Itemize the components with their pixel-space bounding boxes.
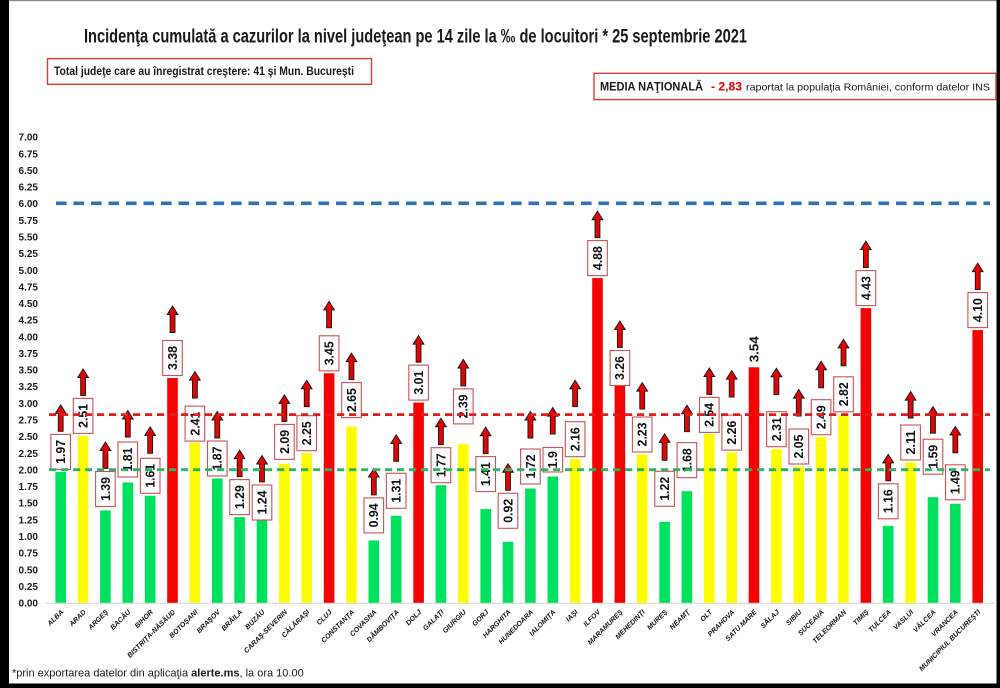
svg-text:1.49: 1.49	[949, 470, 963, 494]
svg-text:2.50: 2.50	[19, 432, 39, 443]
svg-text:5.50: 5.50	[19, 233, 39, 244]
svg-text:0.75: 0.75	[19, 549, 39, 560]
svg-text:1.9: 1.9	[546, 451, 560, 469]
svg-text:0.50: 0.50	[19, 565, 39, 576]
svg-text:4.50: 4.50	[19, 299, 39, 310]
svg-text:1.24: 1.24	[255, 490, 269, 514]
svg-text:2.41: 2.41	[188, 412, 202, 436]
svg-text:Incidenţa cumulată a cazurilor: Incidenţa cumulată a cazurilor la nivel …	[84, 27, 747, 48]
svg-text:2.09: 2.09	[278, 430, 292, 454]
svg-text:1.68: 1.68	[680, 448, 694, 472]
svg-text:5.75: 5.75	[19, 216, 39, 227]
svg-text:1.16: 1.16	[882, 489, 896, 513]
svg-text:6.00: 6.00	[19, 199, 39, 210]
svg-text:1.41: 1.41	[479, 462, 493, 486]
svg-text:6.75: 6.75	[19, 149, 39, 160]
svg-text:2.05: 2.05	[792, 434, 806, 458]
svg-text:1.00: 1.00	[19, 532, 39, 543]
svg-text:Total judeţe care au înregistr: Total judeţe care au înregistrat creşter…	[54, 66, 354, 78]
svg-text:*prin exportarea datelor din a: *prin exportarea datelor din aplicaţia a…	[12, 668, 304, 680]
svg-text:2.16: 2.16	[569, 427, 583, 451]
svg-text:7.00: 7.00	[19, 133, 39, 144]
svg-text:1.87: 1.87	[211, 446, 225, 470]
svg-text:1.22: 1.22	[658, 477, 672, 501]
svg-text:1.39: 1.39	[99, 477, 113, 501]
svg-text:4.43: 4.43	[859, 276, 873, 300]
svg-text:1.97: 1.97	[54, 440, 68, 464]
svg-text:2.82: 2.82	[837, 382, 851, 406]
svg-text:3.45: 3.45	[323, 341, 337, 365]
svg-text:2.39: 2.39	[457, 394, 471, 418]
svg-text:3.75: 3.75	[19, 349, 39, 360]
svg-text:1.50: 1.50	[19, 499, 39, 510]
svg-text:raportat la populaţia României: raportat la populaţia României, conform …	[746, 82, 990, 94]
svg-text:2.75: 2.75	[19, 416, 39, 427]
svg-text:0.94: 0.94	[367, 503, 381, 527]
svg-text:2.23: 2.23	[636, 422, 650, 446]
svg-text:2.49: 2.49	[815, 405, 829, 429]
svg-text:4.75: 4.75	[19, 282, 39, 293]
svg-text:3.25: 3.25	[19, 382, 39, 393]
svg-text:0.92: 0.92	[501, 499, 515, 523]
svg-text:1.29: 1.29	[233, 485, 247, 509]
svg-text:3.38: 3.38	[166, 346, 180, 370]
svg-text:1.75: 1.75	[19, 482, 39, 493]
svg-text:3.54: 3.54	[747, 336, 761, 362]
svg-text:1.61: 1.61	[144, 464, 158, 488]
svg-text:4.88: 4.88	[591, 246, 605, 270]
svg-text:5.25: 5.25	[19, 249, 39, 260]
svg-text:2.31: 2.31	[770, 417, 784, 441]
svg-text:3.00: 3.00	[19, 399, 39, 410]
svg-text:2.00: 2.00	[19, 466, 39, 477]
svg-text:4.25: 4.25	[19, 316, 39, 327]
svg-text:6.50: 6.50	[19, 166, 39, 177]
svg-text:2.65: 2.65	[345, 388, 359, 412]
svg-text:6.25: 6.25	[19, 183, 39, 194]
svg-text:1.25: 1.25	[19, 515, 39, 526]
svg-text:4.10: 4.10	[971, 298, 985, 322]
svg-text:3.50: 3.50	[19, 366, 39, 377]
svg-text:1.77: 1.77	[434, 453, 448, 477]
svg-text:5.00: 5.00	[19, 266, 39, 277]
svg-text:2.25: 2.25	[19, 449, 39, 460]
svg-text:4.00: 4.00	[19, 332, 39, 343]
svg-text:1.59: 1.59	[926, 445, 940, 469]
svg-text:MEDIA NAŢIONALĂ: MEDIA NAŢIONALĂ	[600, 79, 703, 94]
svg-text:2.25: 2.25	[300, 421, 314, 445]
svg-text:2.26: 2.26	[725, 421, 739, 445]
svg-text:1.72: 1.72	[524, 454, 538, 478]
svg-text:- 2,83: - 2,83	[711, 80, 742, 94]
svg-text:3.26: 3.26	[613, 356, 627, 380]
svg-text:2.11: 2.11	[904, 430, 918, 454]
svg-text:0.00: 0.00	[19, 599, 39, 610]
svg-text:2.51: 2.51	[77, 404, 91, 428]
svg-text:0.25: 0.25	[19, 582, 39, 593]
svg-text:1.81: 1.81	[121, 447, 135, 471]
svg-text:1.31: 1.31	[390, 479, 404, 503]
svg-text:3.01: 3.01	[412, 371, 426, 395]
